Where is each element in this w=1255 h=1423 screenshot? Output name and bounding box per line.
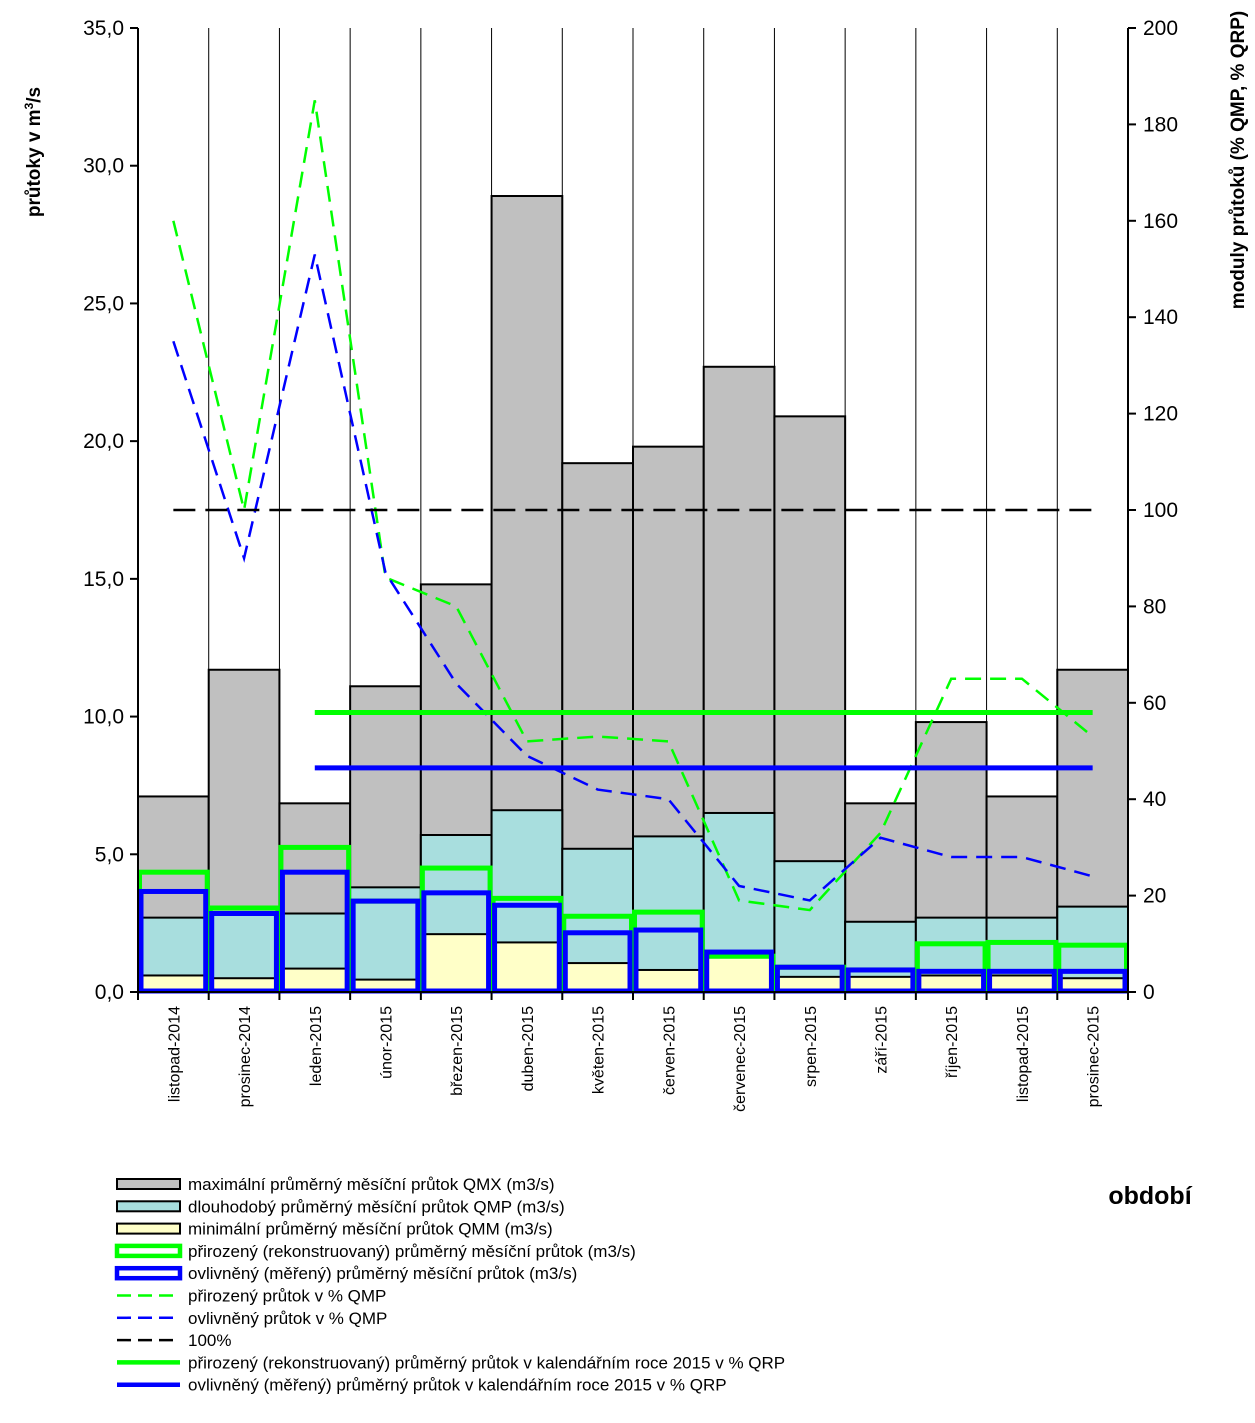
- qmm-bar: [561, 962, 634, 994]
- y-left-axis-title: průtoky v m3/s: [22, 87, 45, 217]
- legend-label: minimální průměrný měsíční průtok QMM (m…: [188, 1220, 553, 1239]
- qmm-bar: [490, 941, 564, 993]
- category-label-kveten-2015: květen-2015: [591, 1006, 608, 1094]
- category-label-unor-2015: únor-2015: [379, 1006, 396, 1079]
- y-right-tick-label: 0: [1143, 981, 1155, 1004]
- category-label-cerven-2015: červen-2015: [661, 1006, 678, 1095]
- y-left-tick-label: 25,0: [83, 292, 124, 315]
- x-axis-title: období: [1108, 1182, 1192, 1210]
- legend-label: přirozený (rekonstruovaný) průměrný měsí…: [188, 1242, 636, 1261]
- qmp-bar: [773, 860, 847, 994]
- legend-label: ovlivněný (měřený) průměrný průtok v kal…: [188, 1376, 727, 1395]
- legend-swatch-qmm-bar: [116, 1222, 181, 1235]
- category-label-zari-2015: září-2015: [874, 1006, 891, 1074]
- qmm-bar: [278, 967, 352, 993]
- y-right-tick-label: 200: [1143, 17, 1178, 40]
- legend-label: přirozený (rekonstruovaný) průměrný průt…: [188, 1353, 785, 1372]
- bar-layer: [137, 195, 1130, 994]
- legend-swatch-step: [114, 1265, 183, 1281]
- y-left-tick-label: 30,0: [83, 155, 124, 178]
- y-right-tick-label: 140: [1143, 306, 1178, 329]
- category-label-leden-2015: leden-2015: [308, 1006, 325, 1086]
- y-right-tick-label: 120: [1143, 403, 1178, 426]
- legend-swatch-qmp-bar: [116, 1200, 181, 1213]
- y-left-tick-label: 15,0: [83, 568, 124, 591]
- y-right-tick-label: 80: [1143, 595, 1166, 618]
- category-label-listopad-2014: listopad-2014: [166, 1006, 183, 1102]
- category-label-brezen-2015: březen-2015: [449, 1006, 466, 1096]
- y-left-tick-label: 20,0: [83, 430, 124, 453]
- category-label-listopad-2015: listopad-2015: [1015, 1006, 1032, 1102]
- y-right-axis-title: moduly průtoků (% QMP, % QRP): [1228, 11, 1249, 309]
- y-left-tick-label: 0,0: [95, 981, 124, 1004]
- y-left-tick-label: 5,0: [95, 843, 124, 866]
- legend-label: dlouhodobý průměrný měsíční průtok QMP (…: [188, 1197, 565, 1216]
- axes: [130, 27, 1136, 1000]
- legend: maximální průměrný měsíční průtok QMX (m…: [114, 1175, 785, 1395]
- y-right-tick-label: 160: [1143, 210, 1178, 233]
- qmm-bar: [419, 933, 493, 993]
- y-left-tick-label: 10,0: [83, 706, 124, 729]
- y-right-tick-label: 100: [1143, 499, 1178, 522]
- category-label-prosinec-2015: prosinec-2015: [1086, 1006, 1103, 1108]
- influenced-flow-pct-line: [172, 254, 1093, 902]
- legend-swatch-qmx-bar: [116, 1178, 181, 1190]
- legend-label: 100%: [188, 1331, 231, 1350]
- category-label-srpen-2015: srpen-2015: [803, 1006, 820, 1087]
- category-label-rijen-2015: říjen-2015: [944, 1006, 961, 1078]
- y-right-tick-label: 20: [1143, 885, 1166, 908]
- legend-label: maximální průměrný měsíční průtok QMX (m…: [188, 1175, 555, 1194]
- tick-labels: 0,0 5,0 10,0 15,0 20,0 25,0 30,0 35,0 0 20 40 60 80 1…: [83, 17, 1178, 1004]
- category-label-cervenec-2015: červenec-2015: [732, 1006, 749, 1112]
- line-layer: [172, 100, 1094, 912]
- category-label-duben-2015: duben-2015: [520, 1006, 537, 1092]
- y-right-tick-label: 40: [1143, 788, 1166, 811]
- y-right-tick-label: 60: [1143, 692, 1166, 715]
- legend-label: přirozený průtok v % QMP: [188, 1287, 386, 1306]
- legend-label: ovlivněný průtok v % QMP: [188, 1309, 387, 1328]
- qmm-bar: [702, 956, 776, 993]
- category-label-prosinec-2014: prosinec-2014: [237, 1006, 254, 1108]
- legend-label: ovlivněný (měřený) průměrný měsíční průt…: [188, 1264, 577, 1283]
- y-right-tick-label: 180: [1143, 113, 1178, 136]
- category-labels: listopad-2014 prosinec-2014 leden-2015 únor…: [166, 1006, 1102, 1112]
- legend-swatch-step: [114, 1243, 183, 1259]
- y-left-tick-label: 35,0: [83, 17, 124, 40]
- natural-flow-pct-line: [172, 100, 1094, 912]
